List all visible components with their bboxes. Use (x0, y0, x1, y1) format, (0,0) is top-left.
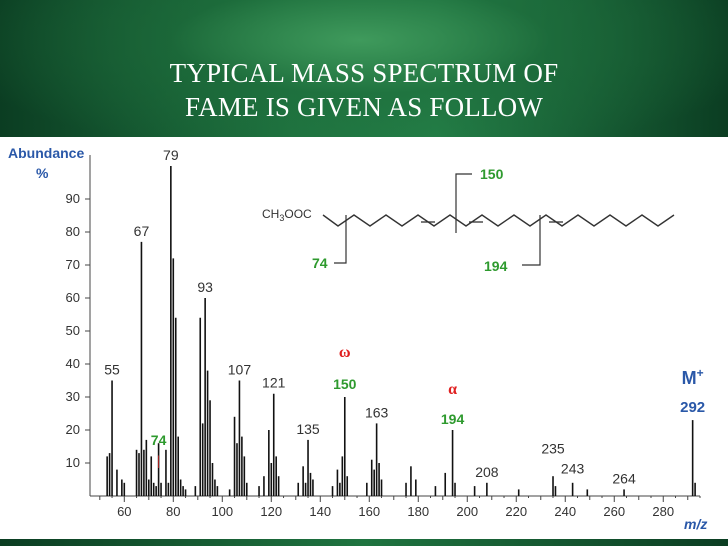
title-line-2: FAME IS GIVEN AS FOLLOW (184, 92, 544, 122)
chart-panel: Abundance % m/z 10 20 30 40 50 60 70 80 90 60 80 1… (0, 137, 728, 539)
x-ticks: 60 80 100 120 140 160 180 200 220 240 260 280 (99, 496, 701, 519)
structure-formula: CH3OOC (262, 207, 312, 223)
y-tick-label-70: 70 (66, 257, 80, 272)
x-axis-label: m/z (684, 516, 707, 532)
green-label-150: 150 (333, 376, 357, 392)
peak-label-163: 163 (365, 404, 389, 420)
y-tick-label-30: 30 (66, 389, 80, 404)
x-tick-label-140: 140 (309, 504, 331, 519)
peak-labels: 55 67 79 93 107 121 135 163 208 235 243 264 (104, 147, 636, 486)
molecular-ion-label: M+ (682, 366, 704, 388)
y-tick-label-20: 20 (66, 422, 80, 437)
peak-label-208: 208 (475, 464, 499, 480)
x-tick-label-160: 160 (358, 504, 380, 519)
fragment-150-label: 150 (480, 166, 504, 182)
formula-ch: CH (262, 207, 279, 221)
mplus-text: M (682, 368, 697, 388)
peak-label-107: 107 (228, 362, 252, 378)
peak-label-121: 121 (262, 375, 286, 391)
cut-194 (522, 215, 541, 266)
peak-label-135: 135 (296, 421, 320, 437)
omega-annotation: ω (339, 344, 351, 361)
peak-label-243: 243 (561, 461, 585, 477)
peak-label-93: 93 (197, 279, 213, 295)
y-ticks: 10 20 30 40 50 60 70 80 90 (66, 191, 90, 470)
peak-label-67: 67 (134, 223, 150, 239)
y-axis-unit: % (36, 165, 49, 181)
y-tick-label-50: 50 (66, 323, 80, 338)
x-tick-label-260: 260 (603, 504, 625, 519)
alpha-annotation: α (448, 381, 457, 398)
fragment-194-label: 194 (484, 258, 508, 274)
peak-label-55: 55 (104, 362, 120, 378)
formula-sub: 3 (279, 213, 284, 223)
red-tick-74: | (157, 454, 160, 469)
x-tick-label-220: 220 (505, 504, 527, 519)
y-axis-label: Abundance (8, 145, 84, 161)
mplus-superscript: + (697, 366, 704, 380)
fragment-74-label: 74 (312, 255, 328, 271)
x-tick-label-100: 100 (211, 504, 233, 519)
x-tick-label-280: 280 (652, 504, 674, 519)
x-tick-label-80: 80 (166, 504, 180, 519)
x-tick-label-200: 200 (456, 504, 478, 519)
y-tick-label-10: 10 (66, 455, 80, 470)
y-tick-label-60: 60 (66, 290, 80, 305)
bottom-strip (0, 539, 728, 546)
spectrum-peaks (106, 166, 696, 496)
y-tick-label-40: 40 (66, 356, 80, 371)
peak-label-79: 79 (163, 147, 179, 163)
x-tick-label-180: 180 (407, 504, 429, 519)
x-tick-label-60: 60 (117, 504, 131, 519)
fame-structure: CH3OOC 150 74 194 (262, 166, 675, 274)
y-tick-label-90: 90 (66, 191, 80, 206)
formula-rest: OOC (284, 207, 312, 221)
slide-title: TYPICAL MASS SPECTRUM OF FAME IS GIVEN A… (0, 56, 728, 124)
y-tick-label-80: 80 (66, 224, 80, 239)
blue-label-292: 292 (680, 399, 705, 416)
cut-150 (455, 173, 472, 233)
peak-label-264: 264 (612, 470, 636, 486)
peak-label-235: 235 (541, 441, 565, 457)
x-tick-label-120: 120 (260, 504, 282, 519)
green-label-194: 194 (441, 411, 465, 427)
cut-74 (334, 215, 347, 264)
green-label-74: 74 (151, 432, 167, 448)
title-line-1: TYPICAL MASS SPECTRUM OF (169, 58, 559, 88)
carbon-chain (322, 214, 675, 227)
x-tick-label-240: 240 (554, 504, 576, 519)
